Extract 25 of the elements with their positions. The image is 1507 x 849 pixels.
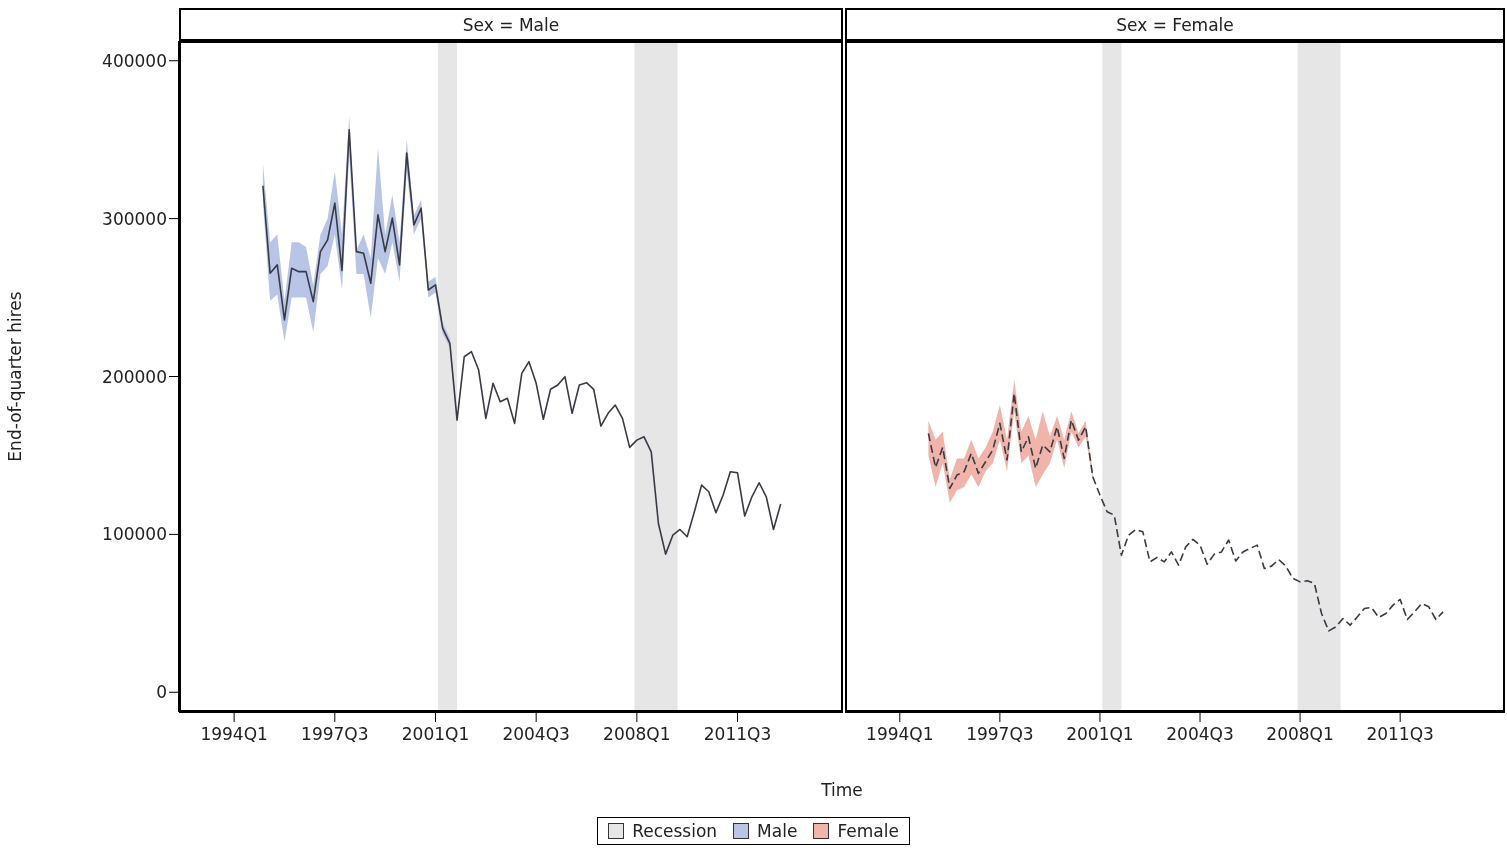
y-tick-label: 0: [156, 682, 167, 703]
y-tick-label: 400000: [102, 50, 167, 71]
chart-title: Sex = Female: [845, 8, 1505, 41]
x-tick-label: 2004Q3: [1166, 724, 1234, 745]
x-tick-label: 2008Q1: [1266, 724, 1334, 745]
y-tick-label: 300000: [102, 208, 167, 229]
line-series: [262, 128, 782, 555]
x-tick-label: 2001Q1: [1066, 724, 1134, 745]
y-tick-label: 100000: [102, 524, 167, 545]
x-tick-label: 1997Q3: [966, 724, 1034, 745]
legend-label: Male: [757, 821, 798, 841]
chart-title: Sex = Male: [179, 8, 843, 41]
legend-label: Female: [837, 821, 899, 841]
legend-label: Recession: [632, 821, 718, 841]
y-tick-label: 200000: [102, 366, 167, 387]
x-tick-label: 1994Q1: [200, 724, 268, 745]
x-tick-label: 1994Q1: [866, 724, 934, 745]
x-tick-label: 2011Q3: [1366, 724, 1434, 745]
x-tick-label: 2011Q3: [703, 724, 772, 745]
x-axis-title: Time: [820, 780, 864, 800]
x-tick-label: 1997Q3: [301, 724, 369, 745]
x-tick-label: 2001Q1: [401, 724, 470, 745]
x-tick-label: 2004Q3: [502, 724, 570, 745]
y-axis-title: End-of-quarter hires: [5, 291, 26, 462]
x-tick-label: 2008Q1: [603, 724, 671, 745]
